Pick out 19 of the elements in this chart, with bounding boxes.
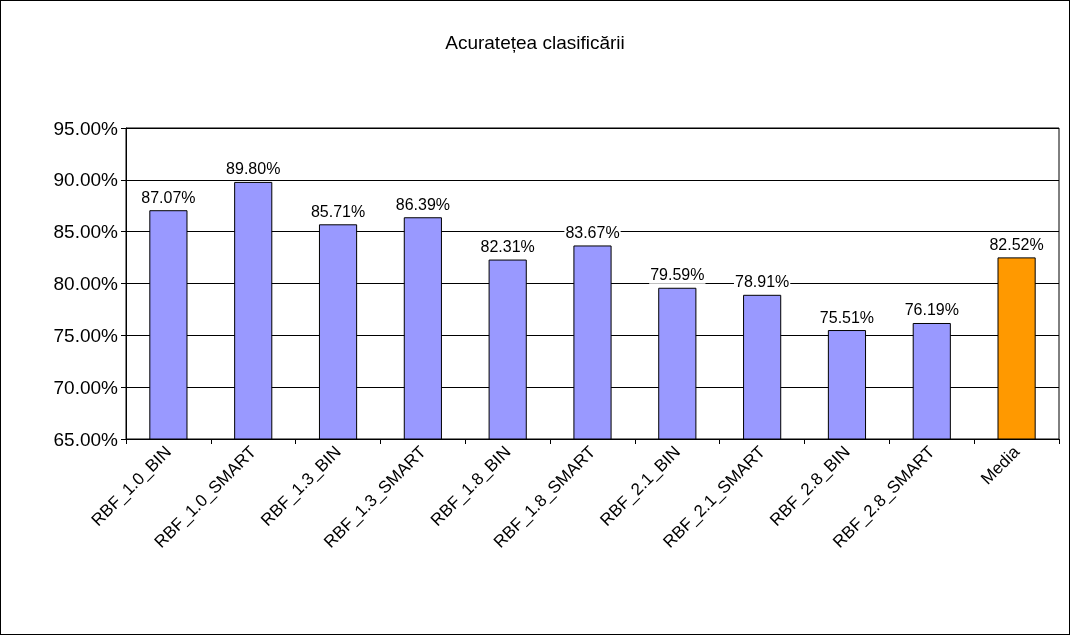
data-label: 87.07% xyxy=(141,188,196,206)
y-tick-label: 75.00% xyxy=(53,324,119,346)
data-label: 75.51% xyxy=(819,308,875,326)
data-label: 76.19% xyxy=(904,301,959,319)
data-label: 82.52% xyxy=(989,235,1044,253)
y-tick-label: 95.00% xyxy=(53,117,119,139)
data-label: 82.31% xyxy=(480,238,535,256)
y-tick-label: 85.00% xyxy=(53,221,119,243)
chart-title: Acuratețea clasificării xyxy=(445,32,625,53)
data-label: 79.59% xyxy=(650,266,705,284)
data-label: 83.67% xyxy=(565,223,620,241)
y-tick-label: 65.00% xyxy=(53,428,119,450)
y-tick-label: 70.00% xyxy=(53,376,119,398)
y-tick-label: 80.00% xyxy=(53,273,119,294)
data-label: 78.91% xyxy=(735,273,790,291)
data-label: 86.39% xyxy=(395,195,450,213)
data-label: 85.71% xyxy=(310,202,366,220)
y-tick-label: 90.00% xyxy=(53,169,119,191)
data-label: 89.80% xyxy=(226,160,281,178)
